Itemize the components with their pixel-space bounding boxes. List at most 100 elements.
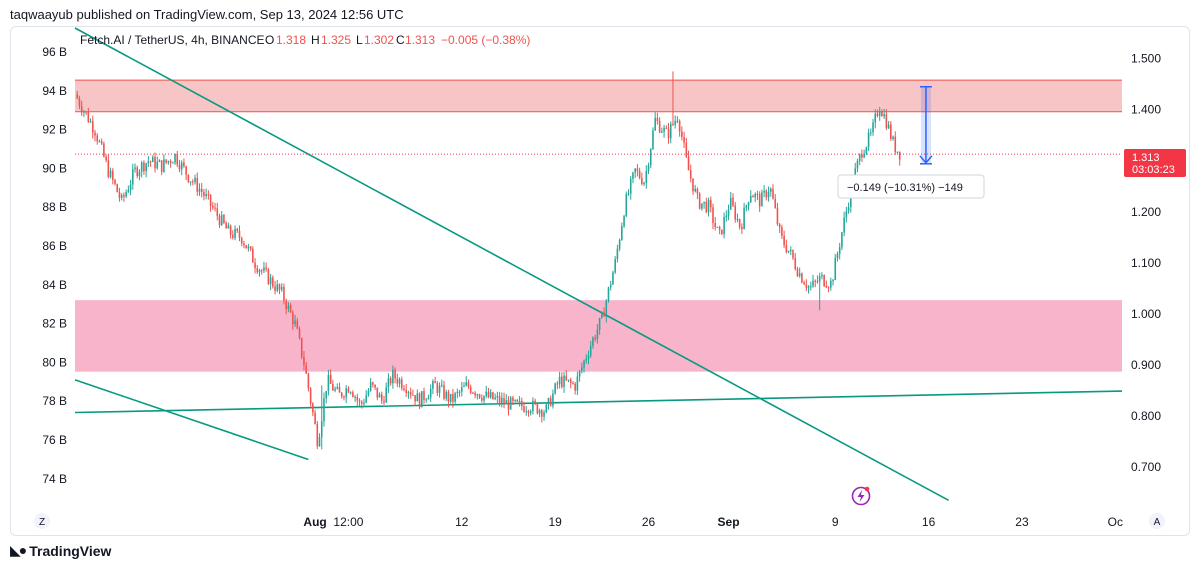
candle-body <box>394 369 396 379</box>
candle-body <box>605 300 608 317</box>
x-axis-tick: 16 <box>922 515 936 529</box>
candle-body <box>589 345 592 356</box>
x-axis-tick: 9 <box>832 515 839 529</box>
candle-body <box>607 287 610 301</box>
candle-body <box>841 232 843 248</box>
candle-body <box>156 161 159 169</box>
candle-body <box>436 383 439 393</box>
candle-body <box>789 249 792 251</box>
candle-body <box>116 184 119 193</box>
candle-body <box>238 230 241 238</box>
candle-body <box>172 162 174 164</box>
candle-body <box>529 411 532 413</box>
candle-body <box>801 273 803 283</box>
candle-body <box>454 393 456 402</box>
measure-tool <box>919 85 933 165</box>
candle-body <box>814 280 817 282</box>
candle-body <box>501 398 503 403</box>
candle-body <box>194 177 196 183</box>
candle-body <box>378 394 381 398</box>
candle-body <box>661 131 663 133</box>
candle-body <box>689 170 692 179</box>
candle-body <box>338 386 341 393</box>
candle-body <box>767 191 770 198</box>
candle-body <box>438 386 441 393</box>
candle-body <box>478 394 481 399</box>
candle-body <box>292 312 294 325</box>
ohlc-low-value: 1.302 <box>364 33 394 47</box>
candle-body <box>363 402 365 404</box>
candle-body <box>632 172 634 179</box>
ohlc-open-value: 1.318 <box>276 33 306 47</box>
candle-body <box>761 192 763 207</box>
lightning-alert-icon[interactable] <box>851 486 871 506</box>
candle-body <box>316 423 319 447</box>
candle-body <box>209 194 212 206</box>
candle-body <box>745 205 748 208</box>
auto-scale-button[interactable]: A <box>1149 513 1165 529</box>
candle-body <box>805 284 808 288</box>
candle-body <box>143 162 145 172</box>
candle-body <box>216 208 219 217</box>
candle-body <box>263 267 265 271</box>
candle-body <box>867 132 870 148</box>
candle-body <box>358 400 361 402</box>
candle-body <box>205 194 207 197</box>
tradingview-logo[interactable]: ◣● TradingView <box>10 542 111 559</box>
candle-body <box>125 192 127 197</box>
candle-body <box>881 111 883 117</box>
candle-body <box>518 400 521 402</box>
candle-body <box>665 127 668 129</box>
candle-body <box>618 239 621 249</box>
candle-body <box>832 280 834 282</box>
left-axis-tick: 74 B <box>42 472 67 486</box>
candle-body <box>489 392 492 398</box>
candle-body <box>718 227 721 230</box>
candle-body <box>105 156 107 161</box>
candle-body <box>883 114 885 117</box>
candle-body <box>91 121 94 133</box>
candle-body <box>667 128 670 139</box>
candle-body <box>403 388 405 390</box>
candle-body <box>149 161 152 163</box>
current-price-tag <box>1124 149 1186 177</box>
candle-body <box>863 153 865 158</box>
right-axis-tick: 0.800 <box>1131 409 1161 423</box>
zoom-reset-button[interactable]: Z <box>34 513 50 529</box>
candle-body <box>738 219 741 227</box>
candle-body <box>240 237 243 244</box>
candle-body <box>449 393 452 402</box>
ohlc-close-label: C <box>396 33 405 47</box>
candle-body <box>709 199 712 208</box>
right-axis-tick: 1.000 <box>1131 307 1161 321</box>
candle-body <box>712 207 714 224</box>
candle-body <box>145 163 147 172</box>
candle-body <box>756 193 759 195</box>
candle-body <box>783 235 785 246</box>
candle-body <box>798 273 801 277</box>
candle-body <box>769 188 772 192</box>
candle-body <box>669 123 672 139</box>
candle-body <box>803 282 805 285</box>
candle-body <box>514 399 516 402</box>
candle-body <box>534 400 536 404</box>
candle-body <box>340 392 343 397</box>
candle-body <box>567 379 570 381</box>
header-symbol[interactable]: Fetch.AI / TetherUS, 4h, BINANCE <box>80 33 265 47</box>
candle-body <box>587 355 590 359</box>
candle-body <box>247 246 250 249</box>
candle-body <box>549 398 552 406</box>
candle-body <box>796 268 799 277</box>
candle-body <box>685 142 688 157</box>
candle-body <box>412 394 414 396</box>
candle-body <box>447 391 450 402</box>
candle-body <box>647 165 650 171</box>
candle-body <box>634 168 636 173</box>
candle-body <box>865 147 868 154</box>
candle-body <box>365 395 368 403</box>
candle-body <box>89 121 92 123</box>
candle-body <box>834 257 837 281</box>
candle-body <box>178 164 181 170</box>
trendline-3 <box>74 390 1123 414</box>
